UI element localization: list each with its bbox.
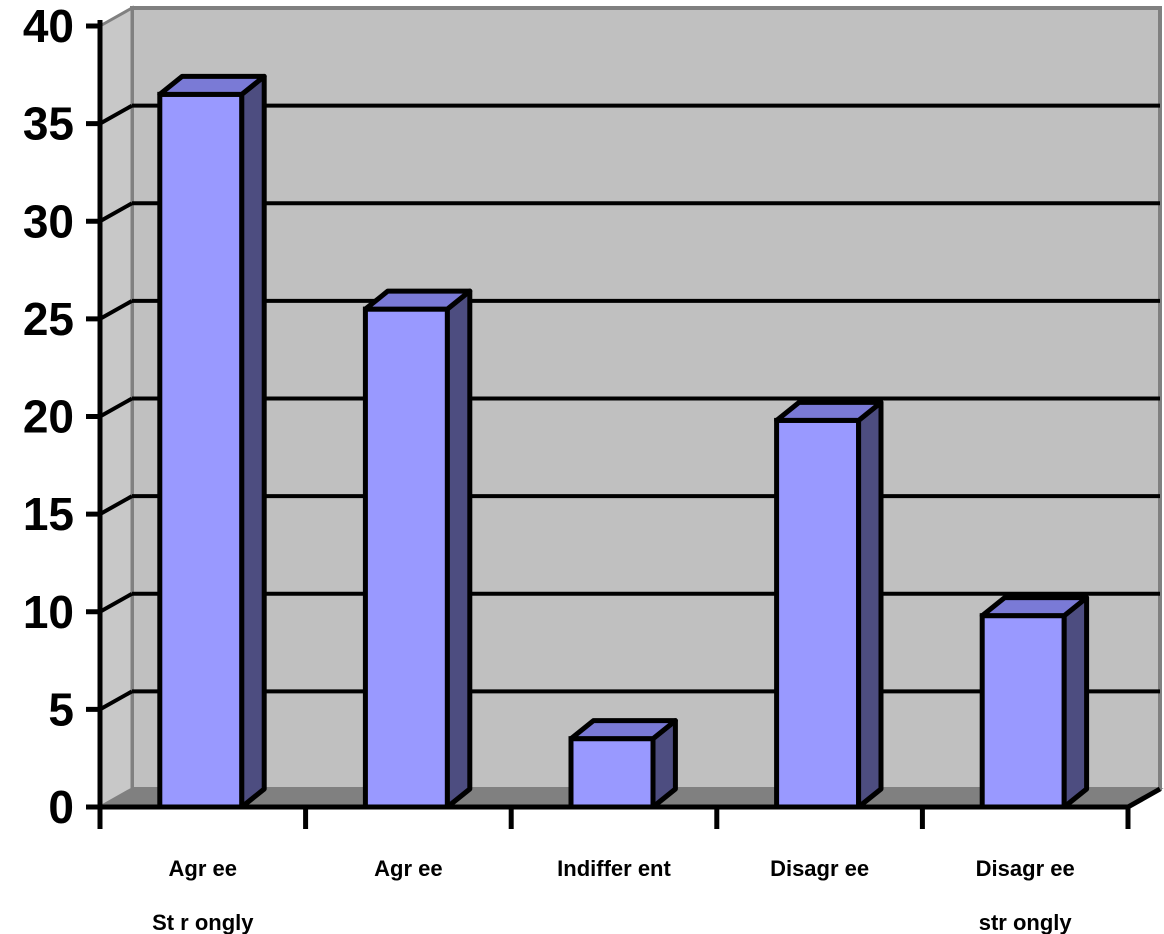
y-tick-labels: 0 5 10 15 20 25 30 35 40 bbox=[23, 0, 74, 833]
y-tick-label: 10 bbox=[23, 586, 74, 638]
x-tick-labels: Agr ee St r ongly Agr ee Indiffer ent Disagr… bbox=[152, 856, 1075, 934]
bar-side bbox=[856, 399, 884, 810]
bar bbox=[568, 718, 678, 810]
bar-front bbox=[568, 736, 656, 810]
bar bbox=[979, 595, 1090, 810]
y-tick-label: 25 bbox=[23, 293, 74, 345]
bar-side bbox=[239, 73, 267, 810]
gridline-side bbox=[99, 592, 133, 614]
gridline-side bbox=[99, 494, 133, 516]
bar-top bbox=[157, 73, 267, 97]
bar-front bbox=[774, 417, 862, 810]
y-tick-label: 40 bbox=[23, 0, 74, 52]
x-tick-label: Disagr ee bbox=[770, 856, 869, 881]
x-tick-label: Agr ee bbox=[374, 856, 442, 881]
bar-front bbox=[362, 306, 450, 810]
gridline-side bbox=[99, 103, 133, 126]
gridline-side bbox=[99, 396, 133, 419]
x-tick-label: Disagr ee bbox=[976, 856, 1075, 881]
bar-top bbox=[774, 399, 884, 423]
x-axis-depth bbox=[1126, 786, 1162, 810]
gridline-side bbox=[99, 201, 133, 223]
y-tick-label: 0 bbox=[48, 781, 74, 833]
gridline-side bbox=[99, 299, 133, 321]
bar-side bbox=[444, 288, 473, 810]
x-tick-label: Indiffer ent bbox=[557, 856, 671, 881]
y-tick-label: 30 bbox=[23, 195, 74, 247]
x-tick-label: str ongly bbox=[979, 910, 1073, 934]
y-tick-label: 35 bbox=[23, 98, 74, 150]
y-tick-label: 15 bbox=[23, 488, 74, 540]
x-tick-label: St r ongly bbox=[152, 910, 254, 934]
bar-top bbox=[979, 595, 1090, 619]
y-tick-label: 5 bbox=[48, 683, 74, 735]
bar-front bbox=[157, 91, 245, 810]
bar-side bbox=[1061, 595, 1090, 810]
gridlines bbox=[99, 103, 1160, 712]
bar-top bbox=[362, 288, 473, 312]
bar bbox=[157, 73, 267, 810]
bar bbox=[774, 399, 884, 810]
bars bbox=[157, 73, 1090, 810]
gridline-side bbox=[99, 689, 133, 712]
x-tick-label: Agr ee bbox=[169, 856, 237, 881]
y-tick-label: 20 bbox=[23, 391, 74, 443]
bar-top bbox=[568, 718, 678, 742]
bar-front bbox=[979, 613, 1067, 810]
bar bbox=[362, 288, 473, 810]
